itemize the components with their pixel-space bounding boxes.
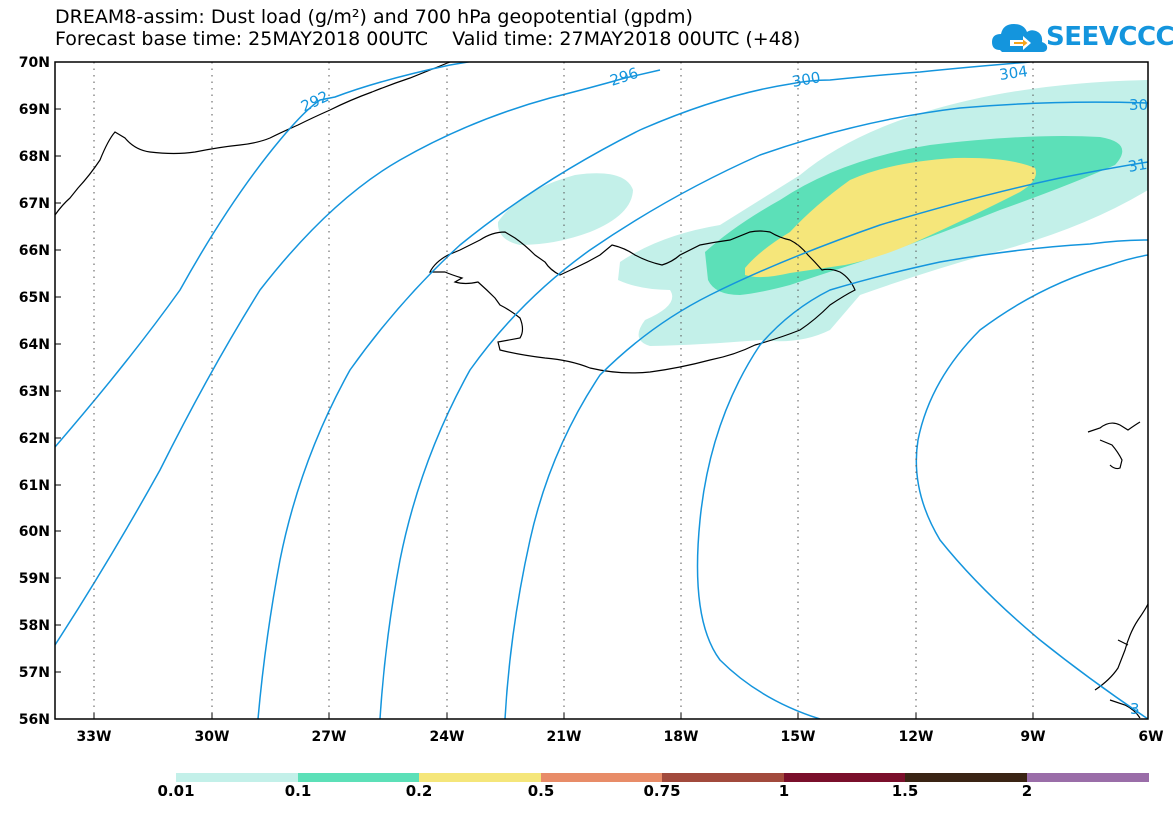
colorbar-segment [1027, 773, 1149, 782]
colorbar-segment [298, 773, 419, 782]
colorbar-label: 0.2 [405, 782, 433, 800]
lon-label: 33W [77, 729, 112, 745]
lat-label: 70N [19, 55, 50, 71]
lat-label: 69N [19, 102, 50, 118]
lon-label: 27W [312, 729, 347, 745]
contour-label: 30 [1129, 96, 1148, 114]
geopotential-contours [55, 62, 1148, 719]
seevccc-logo: SEEVCCC [990, 18, 1175, 58]
lat-label: 61N [19, 478, 50, 494]
longitude-labels: 33W 30W 27W 24W 21W 18W 15W 12W 9W 6W [77, 729, 1164, 745]
lat-label: 67N [19, 196, 50, 212]
lon-label: 30W [195, 729, 230, 745]
contour-label: 304 [998, 62, 1029, 84]
lat-label: 57N [19, 665, 50, 681]
cloud-logo-icon [992, 24, 1048, 52]
colorbar-segment [176, 773, 298, 782]
lon-label: 18W [664, 729, 699, 745]
coastlines [55, 62, 1148, 719]
lat-label: 60N [19, 524, 50, 540]
lat-label: 56N [19, 712, 50, 728]
lon-label: 21W [547, 729, 582, 745]
contour-label: 300 [791, 68, 822, 91]
graticule [93, 62, 1034, 719]
colorbar [176, 773, 1149, 782]
colorbar-segment [662, 773, 784, 782]
colorbar-segment [419, 773, 541, 782]
map-title: DREAM8-assim: Dust load (g/m²) and 700 h… [55, 6, 693, 28]
colorbar-label: 2 [1021, 782, 1033, 800]
latitude-labels: 70N 69N 68N 67N 66N 65N 64N 63N 62N 61N … [19, 55, 50, 728]
colorbar-segment [905, 773, 1027, 782]
colorbar-segment [541, 773, 662, 782]
logo-text: SEEVCCC [1046, 22, 1175, 52]
colorbar-label: 1 [778, 782, 790, 800]
lon-label: 9W [1020, 729, 1045, 745]
tick-marks [55, 61, 1034, 719]
lat-label: 59N [19, 571, 50, 587]
colorbar-segment [784, 773, 905, 782]
lat-label: 62N [19, 431, 50, 447]
colorbar-label: 0.75 [643, 782, 681, 800]
lon-label: 6W [1138, 729, 1163, 745]
colorbar-label: 0.5 [527, 782, 555, 800]
colorbar-label: 0.01 [157, 782, 195, 800]
map-subtitle: Forecast base time: 25MAY2018 00UTC Vali… [55, 28, 801, 50]
contour-label: 3 [1130, 700, 1140, 718]
lat-label: 64N [19, 337, 50, 353]
lat-label: 65N [19, 290, 50, 306]
lat-label: 63N [19, 384, 50, 400]
lat-label: 68N [19, 149, 50, 165]
colorbar-label: 0.1 [284, 782, 312, 800]
lat-label: 58N [19, 618, 50, 634]
lon-label: 15W [781, 729, 816, 745]
lat-label: 66N [19, 243, 50, 259]
lon-label: 24W [430, 729, 465, 745]
colorbar-label: 1.5 [891, 782, 919, 800]
contour-label: 31 [1127, 155, 1149, 176]
lon-label: 12W [899, 729, 934, 745]
contour-label: 296 [608, 64, 641, 90]
